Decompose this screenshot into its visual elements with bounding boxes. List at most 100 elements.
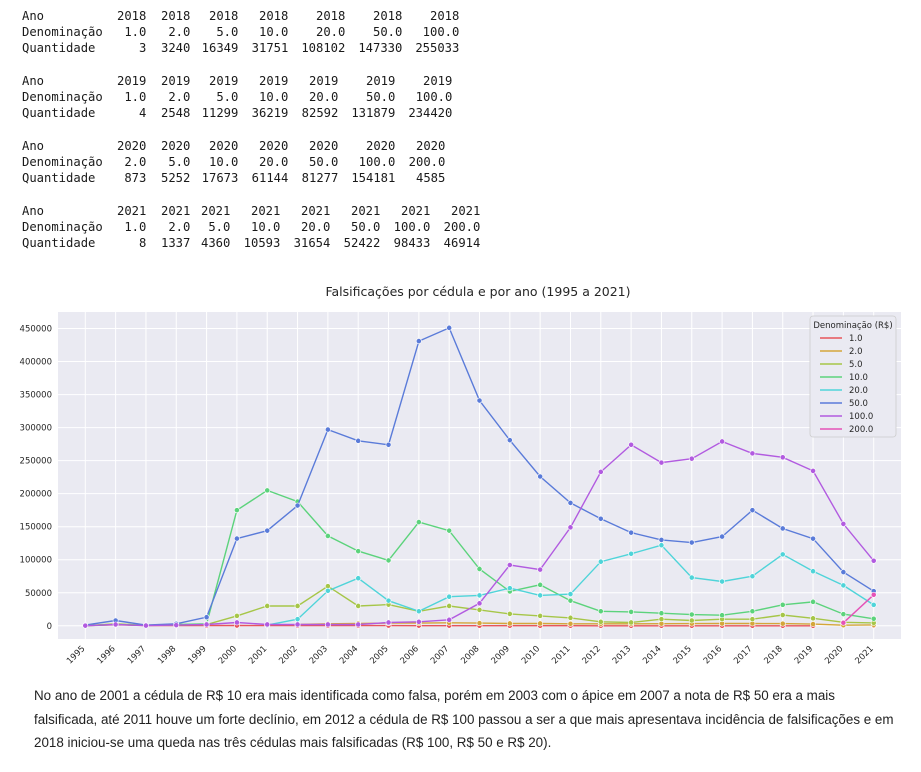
table-cell: 2019: [309, 74, 339, 88]
y-tick-label: 100000: [20, 556, 52, 566]
table-cell: 147330: [358, 41, 403, 55]
table-row: Ano 2021 2021 2021 2021 2021 2021 2021 2…: [22, 203, 480, 219]
data-point: [628, 529, 635, 536]
table-2020: Ano 2020 2020 2020 2020 2020 2020 2020 D…: [22, 138, 445, 186]
data-point: [294, 616, 301, 623]
data-point: [264, 487, 271, 494]
data-point: [840, 521, 847, 527]
chart-title: Falsificações por cédula e por ano (1995…: [325, 284, 630, 299]
x-tick-label: 2014: [641, 644, 663, 666]
x-tick-label: 2021: [853, 644, 875, 666]
table-cell: 100.0: [393, 220, 431, 234]
x-axis-ticks: 1995 1996 1997 1998 1999 2000 2001 2002 2003 2004…: [65, 644, 876, 666]
data-point: [567, 614, 574, 621]
data-point: [264, 621, 271, 628]
table-cell: 2018: [117, 9, 147, 23]
x-tick-label: 2009: [490, 644, 512, 666]
table-cell: 4: [139, 106, 147, 120]
table-cell: 100.0: [358, 155, 396, 169]
data-point: [567, 591, 574, 597]
data-point: [840, 619, 847, 626]
x-tick-label: 1996: [95, 644, 117, 666]
table-2021: Ano 2021 2021 2021 2021 2021 2021 2021 2…: [22, 203, 480, 251]
y-tick-label: 0: [47, 622, 52, 632]
row-label: Quantidade: [22, 106, 96, 120]
data-point: [173, 622, 180, 629]
table-cell: 98433: [393, 236, 431, 250]
legend-label: 5.0: [849, 360, 863, 370]
data-point: [355, 575, 362, 582]
legend-title: Denominação (R$): [813, 321, 892, 331]
data-point: [476, 600, 483, 607]
table-cell: 2021: [301, 204, 331, 218]
y-tick-label: 50000: [25, 589, 52, 599]
table-cell: 5252: [161, 171, 191, 185]
data-point: [567, 500, 574, 506]
data-point: [234, 535, 240, 542]
table-cell: 10593: [243, 236, 281, 250]
table-row: Quantidade 873 5252 17673 61144 81277 15…: [22, 170, 445, 186]
data-point: [840, 569, 847, 575]
data-point: [628, 619, 635, 626]
dataframe-output: Ano 2018 2018 2018 2018 2018 2018 2018 D…: [22, 8, 480, 268]
data-point: [628, 550, 635, 557]
data-point: [264, 527, 271, 534]
table-cell: 2.0: [168, 25, 191, 39]
data-point: [567, 524, 574, 531]
data-point: [476, 566, 483, 572]
table-cell: 1337: [161, 236, 191, 250]
table-cell: 2018: [209, 9, 239, 23]
table-row: Quantidade 3 3240 16349 31751 108102 147…: [22, 40, 459, 56]
data-point: [506, 585, 513, 592]
table-cell: 2020: [309, 139, 339, 153]
table-cell: 5.0: [216, 90, 239, 104]
table-cell: 10.0: [209, 155, 239, 169]
data-point: [810, 535, 816, 542]
data-point: [779, 612, 786, 618]
table-cell: 17673: [201, 171, 239, 185]
data-point: [749, 450, 756, 457]
table-row: Ano 2018 2018 2018 2018 2018 2018 2018: [22, 8, 459, 24]
chart-svg: Falsificações por cédula e por ano (1995…: [20, 284, 901, 666]
data-point: [506, 437, 513, 444]
table-cell: 1.0: [124, 220, 147, 234]
table-row: Quantidade 8 1337 4360 10593 31654 52422…: [22, 235, 480, 251]
x-tick-label: 2015: [672, 644, 694, 666]
x-tick-label: 2010: [520, 644, 542, 666]
data-point: [355, 621, 362, 628]
table-cell: 2018: [259, 9, 289, 23]
data-point: [658, 542, 665, 549]
x-tick-label: 2005: [368, 644, 390, 666]
data-point: [112, 621, 119, 628]
legend-label: 200.0: [849, 425, 873, 435]
table-row: Denominação 2.0 5.0 10.0 20.0 50.0 100.0…: [22, 154, 445, 170]
data-point: [810, 615, 816, 622]
table-row: Denominação 1.0 2.0 5.0 10.0 20.0 50.0 1…: [22, 219, 480, 235]
table-cell: 4585: [416, 171, 446, 185]
table-cell: 36219: [251, 106, 289, 120]
table-cell: 2019: [259, 74, 289, 88]
data-point: [446, 616, 453, 623]
table-cell: 2021: [401, 204, 431, 218]
data-point: [203, 614, 210, 621]
table-cell: 3240: [161, 41, 191, 55]
data-point: [537, 473, 544, 480]
data-point: [870, 557, 877, 564]
data-point: [688, 539, 695, 546]
x-tick-label: 2001: [247, 644, 269, 666]
data-point: [324, 426, 331, 433]
table-cell: 2.0: [168, 90, 191, 104]
table-cell: 131879: [351, 106, 396, 120]
x-tick-label: 2007: [429, 644, 451, 666]
table-cell: 52422: [343, 236, 381, 250]
data-point: [476, 607, 483, 613]
table-cell: 81277: [301, 171, 339, 185]
data-point: [810, 598, 816, 605]
y-tick-label: 350000: [20, 391, 52, 401]
table-cell: 2.0: [124, 155, 147, 169]
data-point: [749, 507, 756, 514]
data-point: [537, 612, 544, 619]
analysis-paragraph: No ano de 2001 a cédula de R$ 10 era mai…: [34, 688, 894, 750]
table-row: Denominação 1.0 2.0 5.0 10.0 20.0 50.0 1…: [22, 24, 459, 40]
table-cell: 2018: [373, 9, 403, 23]
